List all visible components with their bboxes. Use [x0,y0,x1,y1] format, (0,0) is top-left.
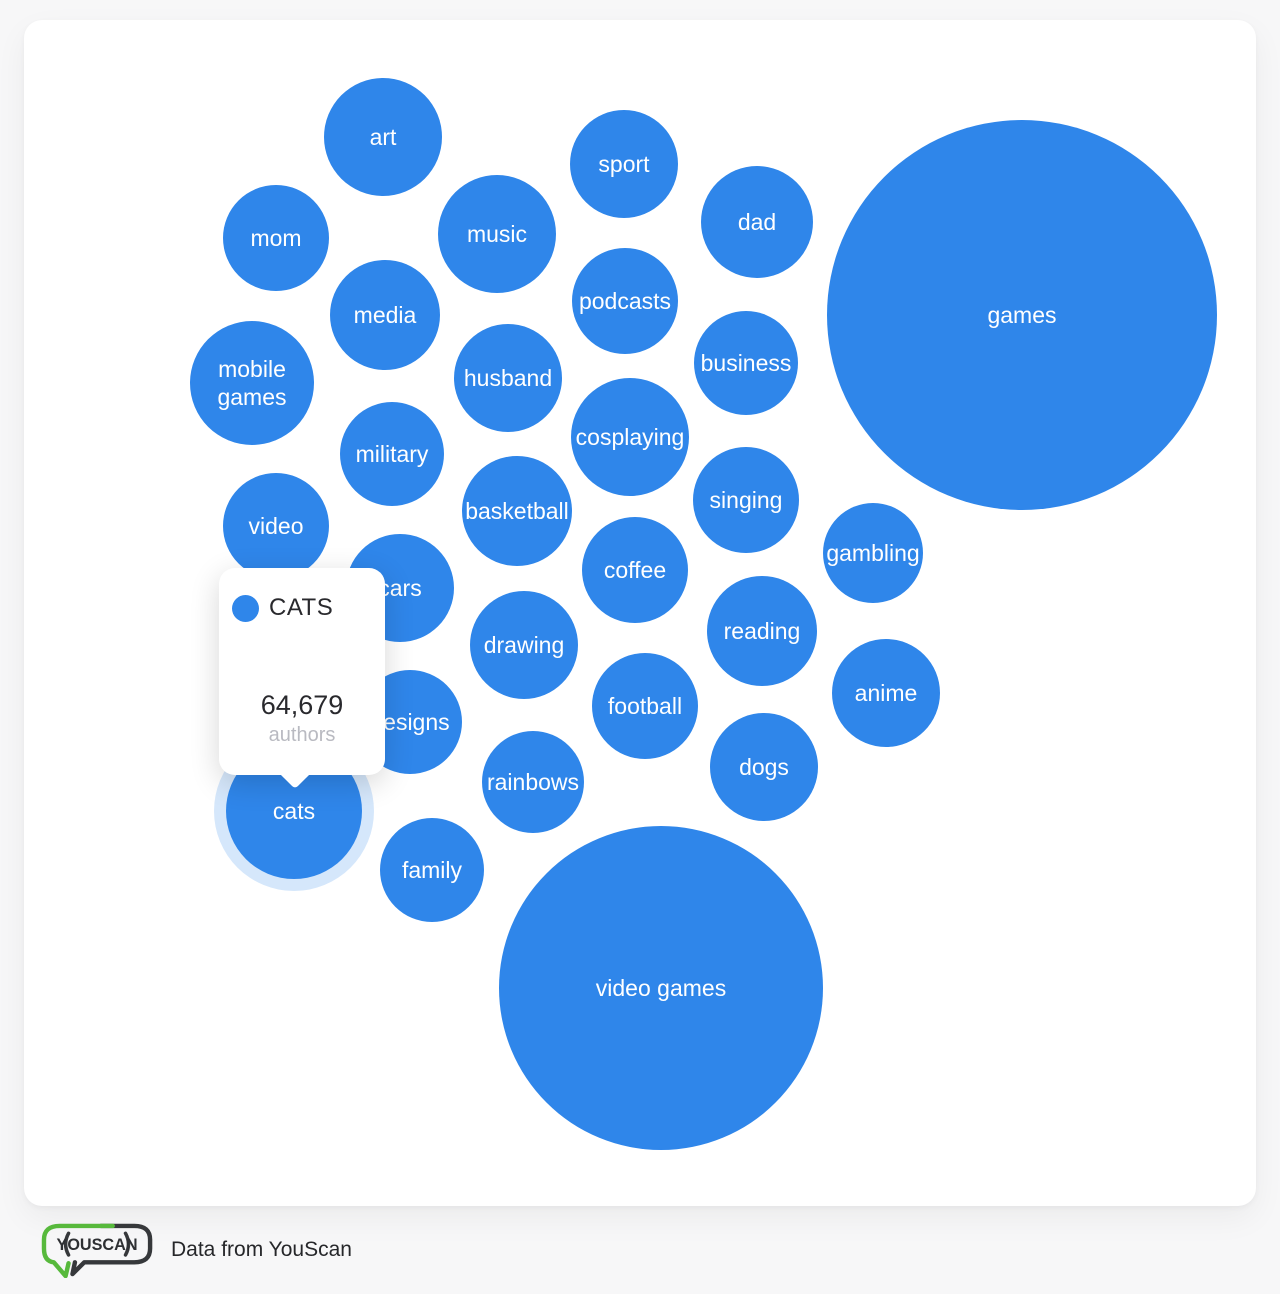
bubble-dogs[interactable]: dogs [710,713,818,821]
bubble-label: dogs [739,753,789,780]
series-dot-icon [232,594,259,622]
bubble-video-games[interactable]: video games [499,826,823,1150]
bubble-label: podcasts [578,287,672,314]
bubble-games[interactable]: games [827,120,1217,510]
bubble-podcasts[interactable]: podcasts [572,248,678,354]
bubble-label: art [369,123,397,150]
bubble-label: cars [378,574,422,601]
tooltip-stats: 64,679 authors [219,690,385,747]
tooltip: CATS 64,679 authors [219,568,385,789]
bubble-rainbows[interactable]: rainbows [482,731,584,833]
bubble-label: games [987,301,1057,328]
tooltip-title: CATS [269,594,334,621]
tooltip-unit: authors [268,724,336,746]
bubble-drawing[interactable]: drawing [470,591,578,699]
bubble-label: military [355,440,429,467]
bubble-label: reading [723,617,801,644]
bubble-label: music [466,220,528,247]
bubble-music[interactable]: music [438,175,556,293]
bubble-label: family [401,856,463,883]
bubble-label: mobile games [217,355,287,410]
bubble-coffee[interactable]: coffee [582,517,688,623]
bubble-sport[interactable]: sport [570,110,678,218]
logo-bubble-dark-stroke [70,1223,153,1277]
bubble-anime[interactable]: anime [832,639,940,747]
bubble-gambling[interactable]: gambling [823,503,923,603]
logo-left-paren [63,1231,71,1257]
bubble-art[interactable]: art [324,78,442,196]
bubble-label: anime [854,679,918,706]
bubble-reading[interactable]: reading [707,576,817,686]
bubble-military[interactable]: military [340,402,444,506]
bubble-label: video [248,512,304,539]
bubble-label: dad [737,208,777,235]
bubble-basketball[interactable]: basketball [462,456,572,566]
bubble-dad[interactable]: dad [701,166,813,278]
bubble-football[interactable]: football [592,653,698,759]
bubble-cosplaying[interactable]: cosplaying [571,378,689,496]
data-source-caption: Data from YouScan [171,1238,352,1261]
bubble-video[interactable]: video [223,473,329,579]
bubble-family[interactable]: family [380,818,484,922]
bubble-label: mom [250,224,302,251]
bubble-label: gambling [826,539,920,566]
tooltip-header: CATS [232,594,333,622]
bubble-label: husband [463,364,553,391]
tooltip-value: 64,679 [260,690,344,720]
youscan-logo: YOUSCAN [41,1223,153,1278]
bubble-mom[interactable]: mom [223,185,329,291]
bubble-label: singing [709,486,783,513]
bubble-label: basketball [465,497,569,524]
bubble-label: business [700,349,792,376]
footer: YOUSCAN Data from YouScan [40,1220,352,1280]
bubble-label: cats [272,797,316,824]
logo-right-paren [123,1231,131,1257]
bubble-business[interactable]: business [694,311,798,415]
bubble-label: video games [595,974,727,1001]
bubble-label: drawing [483,631,565,658]
logo-text: YOUSCAN [57,1236,138,1254]
bubble-label: football [607,692,683,719]
logo-bubble-green-stroke [41,1223,115,1278]
bubble-mobile-games[interactable]: mobile games [190,321,314,445]
bubble-label: sport [598,150,650,177]
bubble-husband[interactable]: husband [454,324,562,432]
bubble-label: media [353,301,417,328]
bubble-media[interactable]: media [330,260,440,370]
bubble-label: cosplaying [575,423,685,450]
bubble-label: rainbows [486,768,580,795]
bubble-singing[interactable]: singing [693,447,799,553]
bubble-label: coffee [603,556,667,583]
